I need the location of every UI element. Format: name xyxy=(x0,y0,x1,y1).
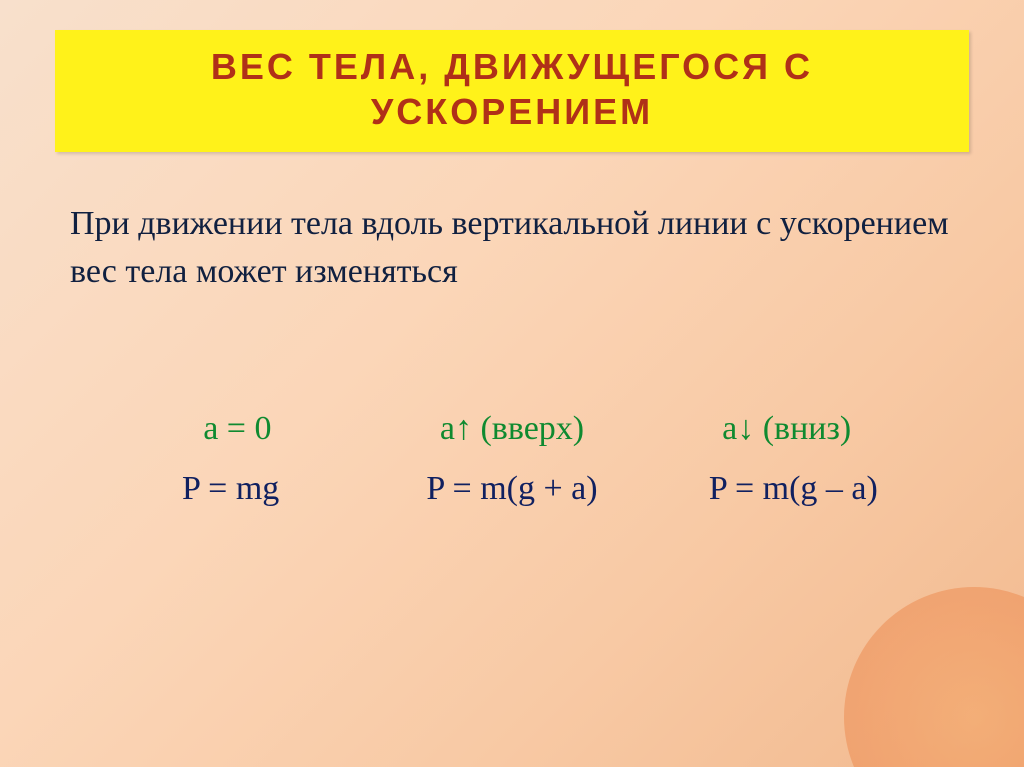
case-down-label: a↓ (вниз) xyxy=(649,410,924,448)
slide: ВЕС ТЕЛА, ДВИЖУЩЕГОСЯ С УСКОРЕНИЕМ При д… xyxy=(0,0,1024,767)
formula-row: P = mg P = m(g + a) P = m(g – a) xyxy=(70,470,954,508)
intro-text: При движении тела вдоль вертикальной лин… xyxy=(70,200,954,295)
case-down-formula: P = m(g – a) xyxy=(653,470,934,508)
case-up-formula: P = m(g + a) xyxy=(371,470,652,508)
case-up-label: a↑ (вверх) xyxy=(375,410,650,448)
case-zero-label: a = 0 xyxy=(100,410,375,448)
slide-title: ВЕС ТЕЛА, ДВИЖУЩЕГОСЯ С УСКОРЕНИЕМ xyxy=(55,30,969,152)
cases-row: a = 0 a↑ (вверх) a↓ (вниз) xyxy=(70,410,954,448)
decor-corner-circle xyxy=(844,587,1024,767)
case-zero-formula: P = mg xyxy=(90,470,371,508)
